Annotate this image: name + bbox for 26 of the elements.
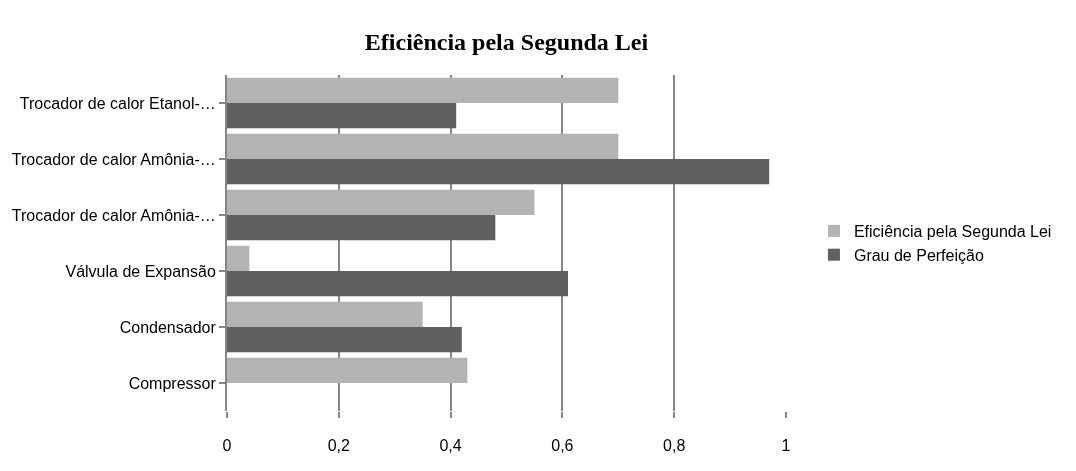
x-tick-label: 0,8: [663, 437, 686, 455]
y-tick-label: Compressor: [128, 374, 217, 392]
bar: [227, 189, 535, 215]
bar: [227, 215, 496, 241]
legend-label: Grau de Perfeição: [853, 246, 984, 264]
y-tick-label: Condensador: [119, 318, 217, 336]
bar: [227, 271, 568, 297]
chart-title: Eficiência pela Segunda Lei: [364, 28, 649, 55]
bar: [227, 357, 468, 383]
y-tick-label: Válvula de Expansão: [65, 262, 216, 280]
bar: [227, 133, 619, 159]
x-tick-label: 0,4: [439, 437, 462, 455]
bar: [227, 159, 770, 185]
y-tick-label: Trocador de calor Amônia-…: [11, 150, 216, 168]
legend-label: Eficiência pela Segunda Lei: [853, 223, 1052, 241]
bar: [227, 301, 423, 327]
y-tick-label: Trocador de calor Amônia-…: [11, 206, 216, 224]
x-tick-label: 0: [222, 437, 232, 455]
x-tick-label: 0,2: [327, 437, 351, 455]
bar: [227, 77, 619, 103]
x-tick-label: 0,6: [551, 437, 574, 455]
bar: [227, 245, 250, 271]
x-tick-label: 1: [781, 437, 791, 455]
bar: [227, 103, 457, 129]
bar: [227, 327, 462, 353]
y-tick-label: Trocador de calor Etanol-…: [19, 94, 216, 112]
